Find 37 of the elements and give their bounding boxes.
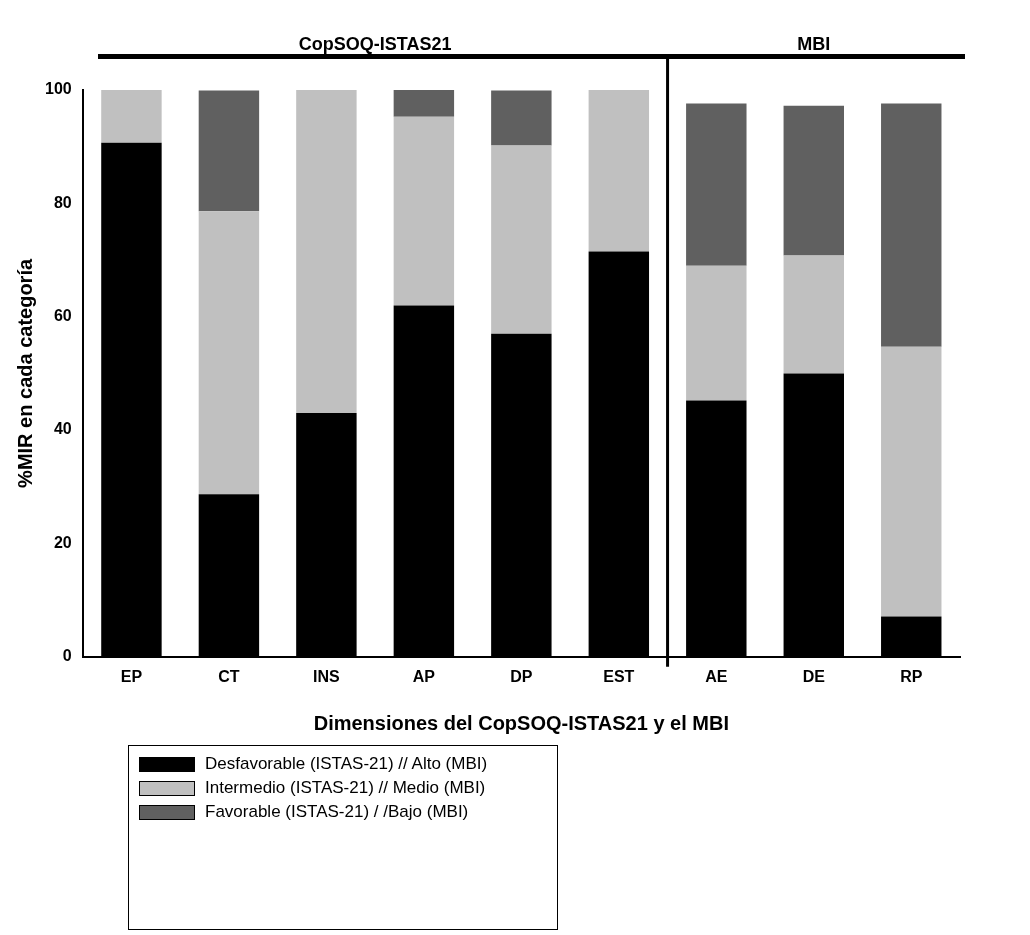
bar xyxy=(588,90,650,252)
x-tick-label: EP xyxy=(120,667,143,685)
bar xyxy=(198,211,260,495)
legend-label: Favorable (ISTAS-21) / /Bajo (MBI) xyxy=(205,802,469,822)
bar xyxy=(881,103,942,347)
x-tick-label: AE xyxy=(705,667,728,685)
bar xyxy=(881,346,942,617)
y-tick-label: 80 xyxy=(53,193,72,211)
y-tick-label: 100 xyxy=(44,80,72,98)
text: MBI xyxy=(797,34,831,54)
x-tick-label: DP xyxy=(510,667,533,685)
bar xyxy=(686,265,747,401)
bar xyxy=(393,90,455,117)
bar xyxy=(491,90,552,146)
bar xyxy=(198,90,260,212)
x-tick-label: EST xyxy=(603,667,635,685)
bar xyxy=(101,90,162,143)
x-tick-label: DE xyxy=(802,667,826,685)
bar xyxy=(296,90,357,414)
bar xyxy=(783,105,844,256)
bar xyxy=(783,255,844,374)
x-tick-label: CT xyxy=(218,667,240,685)
x-axis-title: Dimensiones del CopSOQ-ISTAS21 y el MBI xyxy=(313,711,729,734)
bar xyxy=(393,116,455,306)
y-tick-label: 20 xyxy=(53,533,72,551)
bar xyxy=(491,145,552,334)
text: CopSOQ-ISTAS21 xyxy=(298,34,452,54)
y-tick-label: 60 xyxy=(53,307,72,325)
legend-label: Intermedio (ISTAS-21) // Medio (MBI) xyxy=(205,778,486,798)
x-tick-label: AP xyxy=(412,667,436,685)
x-tick-label: INS xyxy=(313,667,341,685)
bar xyxy=(686,103,747,266)
legend-label: Desfavorable (ISTAS-21) // Alto (MBI) xyxy=(205,754,488,774)
x-tick-label: RP xyxy=(900,667,923,685)
y-tick-label: 40 xyxy=(53,420,72,438)
y-tick-label: 0 xyxy=(62,647,72,665)
y-axis-title: %MIR en cada categoría xyxy=(13,258,36,488)
